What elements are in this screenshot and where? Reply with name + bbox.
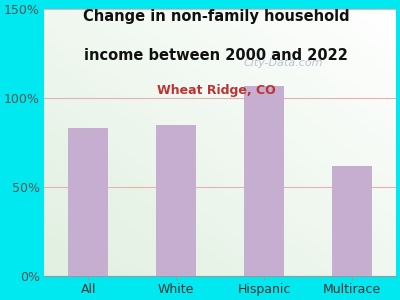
Text: Change in non-family household: Change in non-family household xyxy=(83,9,349,24)
Bar xyxy=(68,128,108,276)
Text: income between 2000 and 2022: income between 2000 and 2022 xyxy=(84,48,348,63)
Text: City-Data.com: City-Data.com xyxy=(244,58,323,68)
Bar xyxy=(156,125,196,276)
Bar xyxy=(332,166,372,276)
Bar xyxy=(244,85,284,276)
Text: Wheat Ridge, CO: Wheat Ridge, CO xyxy=(157,84,275,97)
